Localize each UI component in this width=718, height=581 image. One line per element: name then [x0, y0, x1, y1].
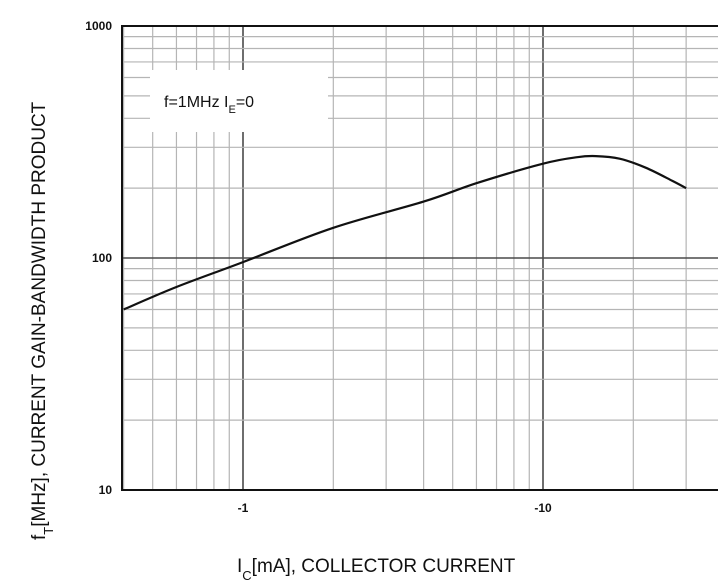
x-axis-title: IC[mA], COLLECTOR CURRENT: [237, 556, 516, 581]
y-axis-title: fT[MHz], CURRENT GAIN-BANDWIDTH PRODUCT: [29, 101, 56, 540]
x-tick-label: -1: [238, 501, 249, 515]
plot-frame: [121, 25, 718, 491]
y-tick-label: 10: [99, 483, 113, 497]
annotation-box: [150, 70, 328, 132]
series-line: [123, 154, 687, 311]
annotation-text: f=1MHz IE=0: [164, 94, 254, 116]
x-tick-label: -10: [534, 501, 552, 515]
y-tick-label: 1000: [85, 19, 112, 33]
tick-labels: -1 -10 10 100 1000: [85, 19, 552, 515]
y-tick-label: 100: [92, 251, 112, 265]
